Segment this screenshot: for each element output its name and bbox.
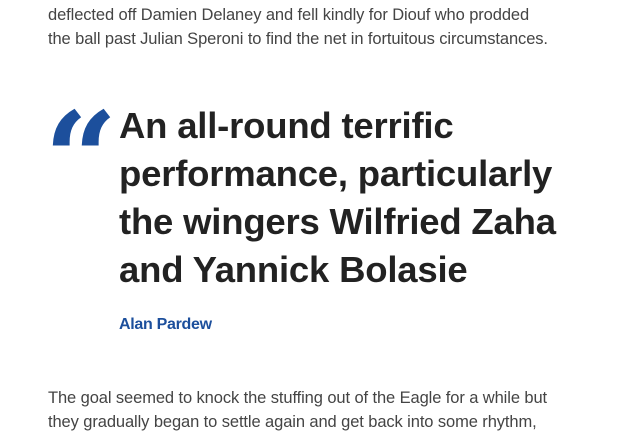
- article-paragraph-top: deflected off Damien Delaney and fell ki…: [48, 3, 608, 51]
- article-paragraph-bottom: The goal seemed to knock the stuffing ou…: [48, 386, 608, 434]
- pull-quote-line: An all-round terrific: [119, 105, 454, 146]
- paragraph-line: the ball past Julian Speroni to find the…: [48, 30, 548, 48]
- paragraph-line: deflected off Damien Delaney and fell ki…: [48, 6, 530, 24]
- pull-quote-line: performance, particularly: [119, 153, 553, 194]
- paragraph-line: they gradually began to settle again and…: [48, 413, 537, 431]
- pull-quote-author: Alan Pardew: [119, 316, 212, 333]
- quote-mark-icon: “: [44, 85, 118, 235]
- pull-quote-text: An all-round terrific performance, parti…: [119, 102, 619, 294]
- pull-quote-line: and Yannick Bolasie: [119, 249, 468, 290]
- pull-quote-line: the wingers Wilfried Zaha: [119, 201, 556, 242]
- paragraph-line: The goal seemed to knock the stuffing ou…: [48, 389, 548, 407]
